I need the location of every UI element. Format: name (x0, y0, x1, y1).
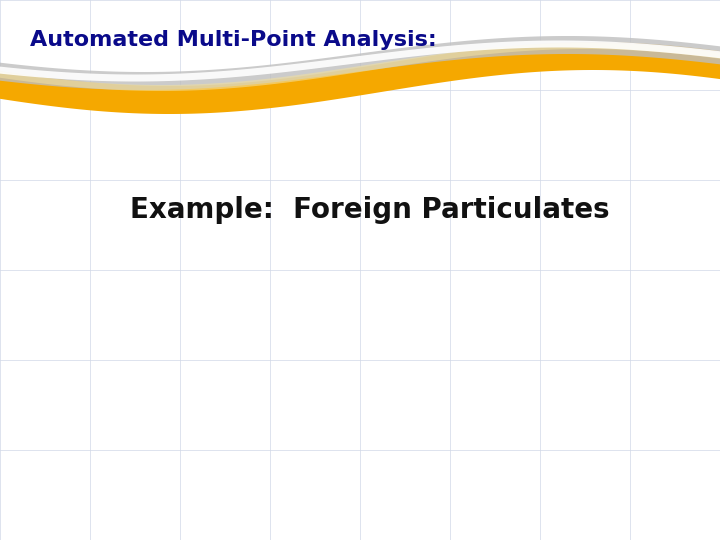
Polygon shape (0, 36, 720, 90)
Polygon shape (0, 43, 720, 91)
Text: Example:  Foreign Particulates: Example: Foreign Particulates (130, 196, 610, 224)
Polygon shape (0, 40, 720, 82)
Text: Automated Multi-Point Analysis:: Automated Multi-Point Analysis: (30, 30, 437, 50)
Polygon shape (0, 42, 720, 114)
